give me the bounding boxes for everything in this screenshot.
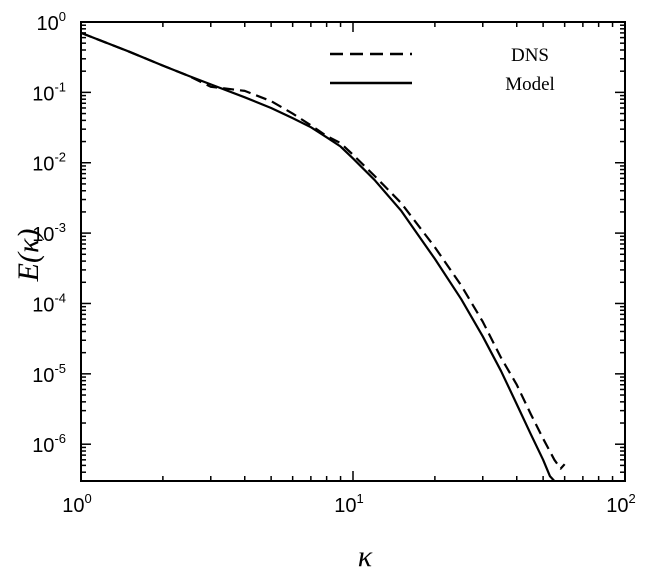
series-dns-line	[80, 31, 566, 470]
legend-dns-label: DNS	[511, 45, 549, 66]
legend-model-label: Model	[505, 74, 555, 95]
x-tick-label: 101	[334, 491, 363, 517]
x-tick-label: 102	[606, 491, 635, 517]
x-axis-label: κ	[358, 540, 373, 573]
y-tick-label: 10-4	[32, 290, 66, 316]
legend: DNS Model	[330, 45, 555, 95]
y-axis-label: E(κ)	[12, 229, 45, 283]
y-tick-label: 10-2	[32, 150, 66, 176]
series-model-line	[80, 31, 556, 482]
y-tick-label: 100	[37, 9, 66, 35]
y-tick-label: 10-3	[32, 220, 66, 246]
y-tick-label: 10-1	[32, 79, 66, 105]
y-tick-label: 10-5	[32, 361, 66, 387]
y-tick-label: 10-6	[32, 431, 66, 457]
x-tick-label: 100	[62, 491, 91, 517]
